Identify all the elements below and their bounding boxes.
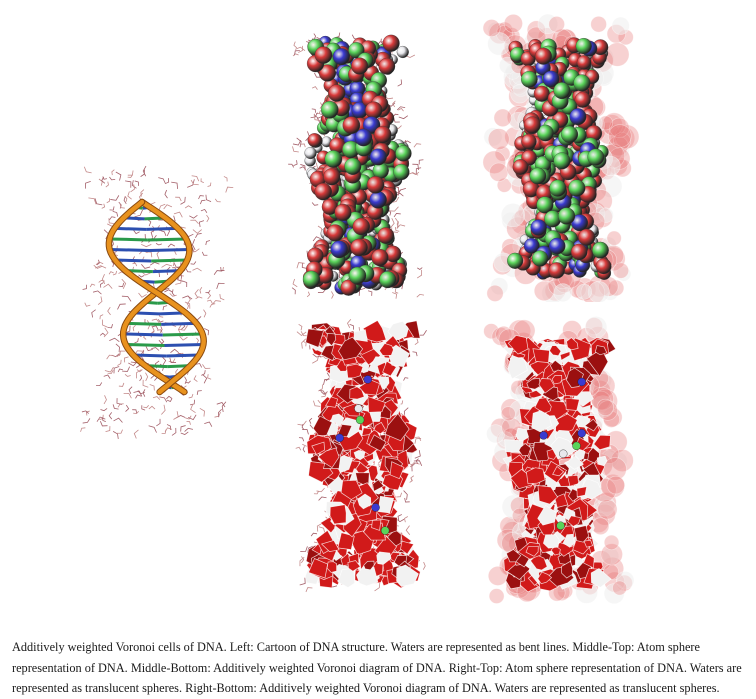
- voronoi-cells: [304, 320, 421, 589]
- atom-spheres: [507, 37, 612, 280]
- voronoi-waters-figure: [483, 316, 635, 605]
- cartoon-dna-panel: [65, 150, 250, 440]
- atom-spheres-waters-figure: [482, 13, 640, 302]
- voronoi-panel: [282, 318, 442, 593]
- figure-caption: Additively weighted Voronoi cells of DNA…: [12, 640, 742, 696]
- atom-spheres-waters-panel: [470, 12, 650, 302]
- voronoi-waters-panel: [470, 315, 645, 605]
- atom-spheres-figure: [288, 32, 425, 299]
- voronoi-figure: [295, 318, 427, 593]
- atom-spheres-panel: [272, 30, 442, 300]
- voronoi-cells: [502, 335, 617, 593]
- cartoon-dna-figure: [80, 165, 234, 440]
- dna-helix: [105, 198, 207, 396]
- atom-spheres: [302, 34, 412, 296]
